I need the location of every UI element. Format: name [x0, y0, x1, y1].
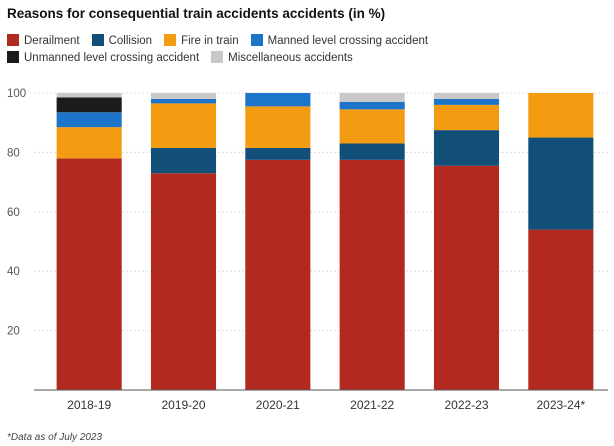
bar-segment-derailment	[339, 159, 405, 390]
legend-item-derailment: Derailment	[7, 33, 80, 50]
bar-segment-fire-in-train	[56, 127, 122, 159]
bar-segment-manned-level-crossing-accident	[150, 98, 217, 104]
bar-segment-fire-in-train	[245, 106, 311, 148]
bar-segment-derailment	[56, 158, 122, 390]
y-tick-label: 100	[7, 88, 26, 100]
bar-segment-derailment	[245, 159, 311, 390]
x-tick-label: 2022-23	[444, 398, 488, 412]
y-tick-label: 20	[7, 326, 20, 338]
bar-segment-fire-in-train	[433, 104, 500, 131]
x-tick-label: 2019-20	[161, 398, 205, 412]
x-tick-label: 2020-21	[256, 398, 300, 412]
legend-item-miscellaneous-accidents: Miscellaneous accidents	[211, 50, 353, 67]
bar-segment-collision	[433, 130, 500, 166]
legend-swatch	[164, 34, 177, 46]
legend-item-unmanned-level-crossing-accident: Unmanned level crossing accident	[7, 50, 199, 67]
bar-segment-derailment	[150, 173, 217, 390]
legend-label: Fire in train	[181, 35, 239, 47]
legend-label: Collision	[108, 35, 153, 47]
y-tick-label: 80	[7, 147, 20, 159]
bar-segment-collision	[528, 137, 594, 230]
legend-label: Miscellaneous accidents	[228, 52, 353, 64]
y-tick-label: 40	[7, 266, 20, 278]
bar-segment-miscellaneous-accidents	[150, 93, 217, 99]
legend-swatch	[7, 51, 19, 63]
bar-segment-manned-level-crossing-accident	[433, 98, 500, 105]
legend-label: Unmanned level crossing accident	[24, 52, 200, 64]
bar-segment-collision	[339, 143, 405, 160]
x-tick-label: 2021-22	[350, 398, 394, 412]
bar-segment-miscellaneous-accidents	[56, 93, 122, 98]
y-tick-label: 60	[7, 207, 20, 219]
bar-segment-manned-level-crossing-accident	[245, 93, 311, 107]
data-note: *Data as of July 2023	[7, 432, 103, 443]
bar-segment-manned-level-crossing-accident	[56, 112, 122, 128]
legend-swatch	[211, 51, 224, 63]
legend-item-fire-in-train: Fire in train	[164, 33, 239, 50]
legend-swatch	[91, 34, 104, 46]
bar-segment-fire-in-train	[528, 93, 594, 138]
x-tick-label: 2018-19	[67, 398, 111, 412]
legend-item-manned-level-crossing-accident: Manned level crossing accident	[250, 33, 429, 50]
legend-item-collision: Collision	[91, 33, 153, 50]
legend-swatch	[250, 34, 263, 46]
legend-label: Manned level crossing accident	[267, 35, 429, 47]
bar-segment-manned-level-crossing-accident	[339, 101, 405, 110]
x-tick-label: 2023-24*	[536, 398, 585, 412]
legend-swatch	[7, 34, 19, 46]
bar-segment-derailment	[528, 229, 594, 390]
legend-label: Derailment	[24, 35, 80, 47]
chart-legend: Derailment Collision Fire in train Manned l…	[7, 33, 607, 67]
bar-segment-collision	[150, 147, 217, 174]
bar-segment-unmanned-level-crossing-accident	[56, 97, 122, 113]
bar-segment-collision	[245, 147, 311, 160]
bar-segment-miscellaneous-accidents	[339, 93, 405, 102]
bar-segment-derailment	[433, 165, 500, 390]
bar-segment-fire-in-train	[339, 109, 405, 144]
chart-title: Reasons for consequential train accident…	[7, 6, 386, 21]
bar-segment-fire-in-train	[150, 103, 217, 148]
bar-segment-miscellaneous-accidents	[433, 93, 500, 99]
